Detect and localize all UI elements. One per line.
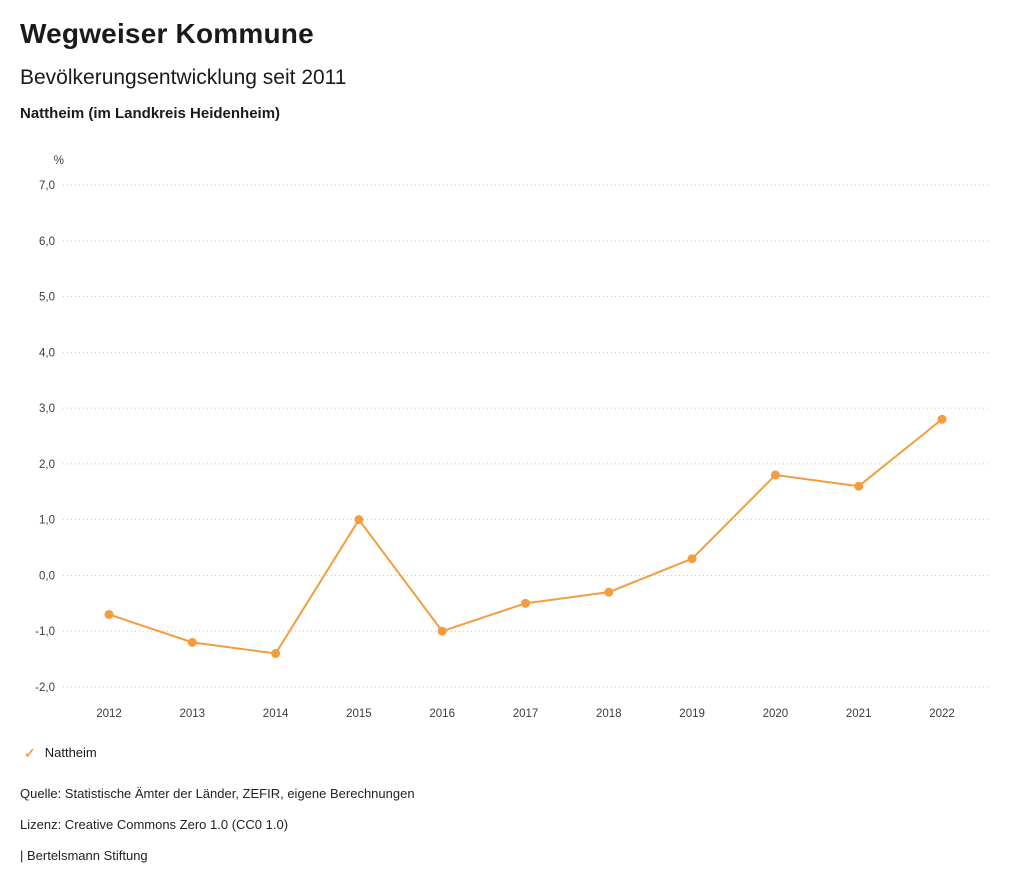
checkmark-icon: ✓: [24, 744, 36, 761]
x-tick-label: 2014: [263, 708, 289, 720]
y-tick-label: 7,0: [39, 180, 55, 192]
data-point[interactable]: [521, 598, 530, 608]
data-point[interactable]: [271, 649, 281, 659]
x-tick-label: 2020: [763, 708, 789, 720]
chart-region: Nattheim (im Landkreis Heidenheim): [20, 105, 281, 122]
data-point[interactable]: [770, 470, 780, 480]
y-tick-label: 3,0: [39, 403, 55, 415]
license-text: Lizenz: Creative Commons Zero 1.0 (CC0 1…: [20, 817, 289, 832]
x-tick-label: 2021: [846, 708, 872, 720]
x-tick-label: 2019: [679, 708, 705, 720]
y-tick-label: -1,0: [35, 626, 55, 638]
population-line-chart: % 7,0 6,0 5,0 4,0 3,0 2,0 1,0 0,0 -1,0 -2,0 2012 201…: [35, 155, 990, 720]
page-title: Wegweiser Kommune: [20, 18, 314, 49]
y-tick-label: 5,0: [39, 292, 55, 304]
y-tick-label: 1,0: [39, 515, 55, 527]
chart-subtitle: Bevölkerungsentwicklung seit 2011: [20, 66, 347, 89]
x-tick-label: 2013: [180, 708, 206, 720]
line-series: [108, 418, 943, 655]
y-tick-label: 4,0: [39, 347, 55, 359]
data-point[interactable]: [687, 554, 697, 564]
data-point[interactable]: [354, 515, 364, 525]
data-point[interactable]: [604, 587, 614, 597]
data-point[interactable]: [104, 609, 114, 619]
data-point[interactable]: [187, 637, 197, 647]
brand-text: | Bertelsmann Stiftung: [20, 848, 148, 863]
data-point[interactable]: [937, 414, 947, 424]
x-tick-label: 2012: [96, 708, 122, 720]
y-tick-label: 2,0: [39, 459, 55, 471]
x-tick-label: 2016: [429, 708, 455, 720]
y-axis-unit-label: %: [54, 155, 64, 167]
data-point[interactable]: [437, 626, 447, 636]
y-tick-label: 6,0: [39, 236, 55, 248]
y-tick-label: 0,0: [39, 570, 55, 582]
x-tick-label: 2015: [346, 708, 372, 720]
data-point[interactable]: [854, 481, 864, 491]
x-tick-label: 2017: [513, 708, 539, 720]
x-tick-label: 2018: [596, 708, 622, 720]
legend: ✓ Nattheim: [24, 745, 97, 760]
legend-item-nattheim[interactable]: ✓ Nattheim: [24, 745, 97, 760]
y-tick-label: -2,0: [35, 682, 55, 694]
legend-label: Nattheim: [44, 745, 97, 760]
source-text: Quelle: Statistische Ämter der Länder, Z…: [20, 786, 415, 801]
x-tick-label: 2022: [929, 708, 955, 720]
